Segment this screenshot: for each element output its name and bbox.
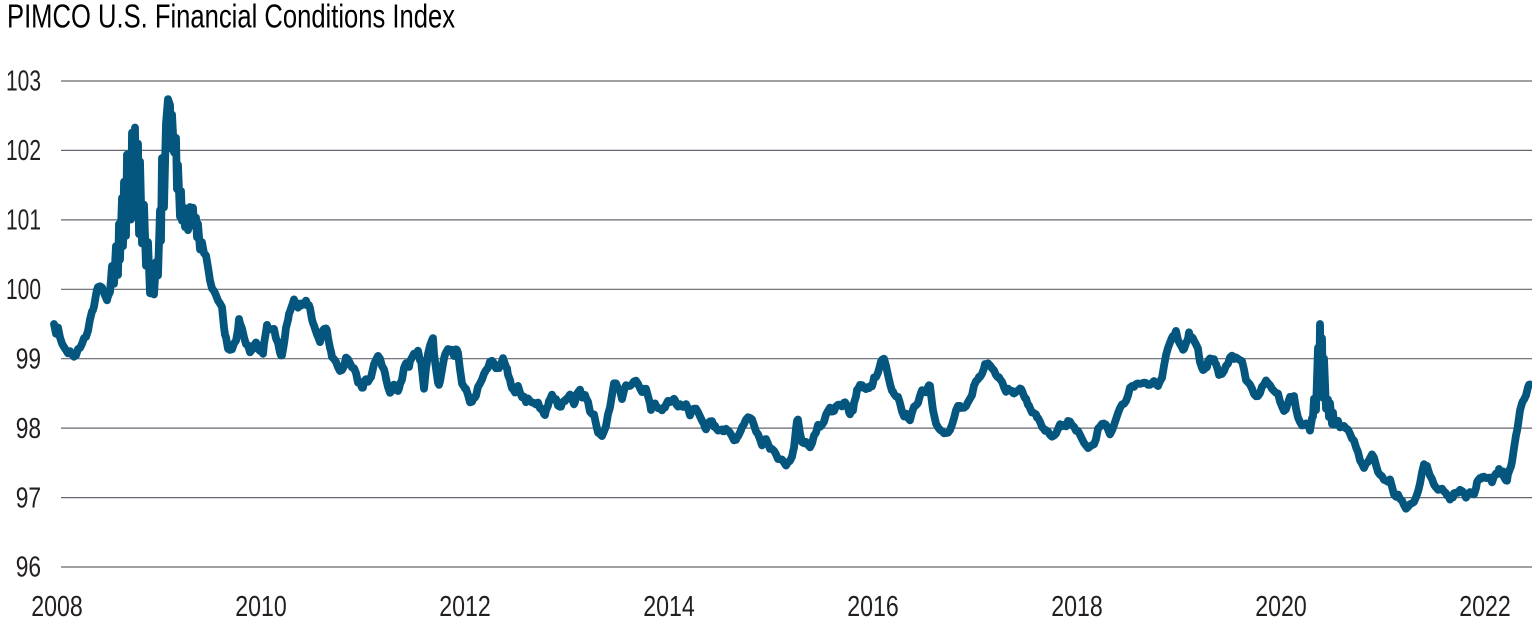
svg-text:2022: 2022 <box>1459 591 1511 620</box>
svg-text:2018: 2018 <box>1051 591 1103 620</box>
svg-text:99: 99 <box>16 343 41 375</box>
svg-text:2014: 2014 <box>643 591 695 620</box>
svg-text:97: 97 <box>16 482 41 514</box>
svg-text:PIMCO U.S. Financial Condition: PIMCO U.S. Financial Conditions Index <box>7 0 455 36</box>
svg-text:98: 98 <box>16 413 41 445</box>
svg-text:103: 103 <box>6 66 41 98</box>
svg-text:2016: 2016 <box>847 591 899 620</box>
svg-text:2010: 2010 <box>235 591 287 620</box>
svg-text:100: 100 <box>6 274 41 306</box>
svg-text:102: 102 <box>6 135 41 167</box>
svg-text:101: 101 <box>6 205 41 237</box>
svg-text:96: 96 <box>16 552 41 584</box>
svg-text:2020: 2020 <box>1255 591 1307 620</box>
svg-text:2012: 2012 <box>439 591 491 620</box>
svg-text:2008: 2008 <box>31 591 82 620</box>
